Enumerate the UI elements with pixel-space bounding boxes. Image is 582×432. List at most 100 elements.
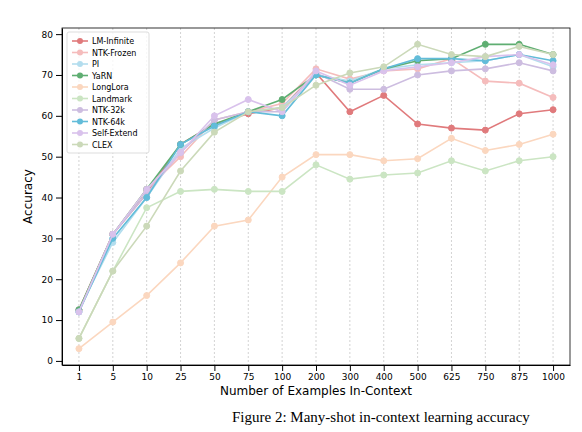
series-marker bbox=[313, 68, 319, 74]
legend-marker bbox=[77, 119, 83, 125]
x-tick-mark bbox=[79, 365, 80, 371]
x-tick-label: 500 bbox=[410, 372, 427, 382]
grid bbox=[79, 28, 553, 365]
series-marker bbox=[178, 141, 184, 147]
caption: Figure 2: Many-shot in-context learning … bbox=[232, 409, 530, 425]
series-marker bbox=[482, 78, 488, 84]
series-marker bbox=[110, 268, 116, 274]
series-marker bbox=[516, 52, 522, 58]
series-marker bbox=[550, 154, 556, 160]
x-tick-mark bbox=[451, 365, 452, 371]
legend-marker bbox=[77, 38, 83, 44]
y-tick-label: 0 bbox=[47, 356, 53, 366]
series-marker bbox=[415, 41, 421, 47]
y-tick: 70 bbox=[42, 70, 62, 80]
series-marker bbox=[415, 170, 421, 176]
x-tick-label: 25 bbox=[175, 372, 186, 382]
y-tick: 0 bbox=[47, 356, 62, 366]
series-marker bbox=[279, 96, 285, 102]
legend-marker bbox=[77, 96, 83, 102]
y-tick-mark bbox=[56, 238, 62, 239]
legend: LM-InfiniteNTK-FrozenPIYaRNLongLoraLandm… bbox=[67, 32, 149, 153]
x-tick-label: 750 bbox=[477, 372, 494, 382]
x-tick: 1 bbox=[77, 365, 83, 382]
series-marker bbox=[245, 109, 251, 115]
series-marker bbox=[76, 309, 82, 315]
x-tick: 300 bbox=[342, 365, 359, 382]
x-tick-mark bbox=[553, 365, 554, 371]
y-tick-label: 20 bbox=[42, 275, 54, 285]
series-marker bbox=[516, 111, 522, 117]
x-tick-label: 200 bbox=[308, 372, 325, 382]
series-line bbox=[79, 55, 553, 310]
x-tick: 75 bbox=[243, 365, 254, 382]
legend-marker bbox=[77, 107, 83, 113]
x-tick: 5 bbox=[110, 365, 116, 382]
y-tick-mark bbox=[56, 279, 62, 280]
x-tick: 200 bbox=[308, 365, 325, 382]
series-marker bbox=[245, 96, 251, 102]
legend-marker bbox=[77, 73, 83, 79]
series-marker bbox=[482, 127, 488, 133]
series-marker bbox=[550, 131, 556, 137]
series-marker bbox=[448, 52, 454, 58]
series-marker bbox=[448, 68, 454, 74]
series-marker bbox=[347, 109, 353, 115]
x-tick-mark bbox=[519, 365, 520, 371]
x-tick-mark bbox=[418, 365, 419, 371]
x-tick: 25 bbox=[175, 365, 186, 382]
series-marker bbox=[178, 150, 184, 156]
series-marker bbox=[347, 70, 353, 76]
series-marker bbox=[448, 125, 454, 131]
legend-label: NTK-Frozen bbox=[92, 49, 136, 58]
x-tick: 875 bbox=[511, 365, 528, 382]
series-marker bbox=[415, 121, 421, 127]
x-tick: 750 bbox=[477, 365, 494, 382]
y-tick: 10 bbox=[42, 315, 62, 325]
y-tick-mark bbox=[56, 75, 62, 76]
series-marker bbox=[144, 195, 150, 201]
series-marker bbox=[482, 54, 488, 60]
legend-marker bbox=[77, 50, 83, 56]
x-tick-label: 100 bbox=[274, 372, 291, 382]
y-axis-title: Accuracy bbox=[21, 169, 35, 224]
series-marker bbox=[144, 195, 150, 201]
y-tick: 60 bbox=[42, 111, 62, 121]
grid-line bbox=[282, 28, 283, 365]
y-tick-label: 70 bbox=[42, 70, 54, 80]
series-marker bbox=[211, 186, 217, 192]
series-marker bbox=[76, 309, 82, 315]
x-tick-mark bbox=[350, 365, 351, 371]
x-tick-label: 625 bbox=[443, 372, 460, 382]
series-marker bbox=[178, 150, 184, 156]
series-marker bbox=[550, 94, 556, 100]
y-tick-mark bbox=[56, 34, 62, 35]
series-marker bbox=[381, 158, 387, 164]
legend-label: LongLora bbox=[92, 83, 129, 92]
grid-line bbox=[383, 28, 384, 365]
y-tick-label: 30 bbox=[42, 234, 54, 244]
series-marker bbox=[313, 82, 319, 88]
series-marker bbox=[211, 123, 217, 129]
series-marker bbox=[110, 231, 116, 237]
x-tick-mark bbox=[384, 365, 385, 371]
series-marker bbox=[110, 231, 116, 237]
x-tick-label: 400 bbox=[376, 372, 393, 382]
legend-label: Self-Extend bbox=[92, 129, 137, 138]
legend-label: NTK-64k bbox=[92, 118, 125, 127]
x-tick-label: 50 bbox=[209, 372, 221, 382]
series-line bbox=[79, 55, 553, 312]
series-marker bbox=[178, 141, 184, 147]
x-tick-mark bbox=[147, 365, 148, 371]
series-marker bbox=[245, 109, 251, 115]
series-marker bbox=[110, 319, 116, 325]
series-marker bbox=[178, 168, 184, 174]
y-tick-mark bbox=[56, 198, 62, 199]
series-line bbox=[79, 44, 553, 338]
legend-marker bbox=[77, 84, 83, 90]
series-marker bbox=[415, 72, 421, 78]
legend-label: PI bbox=[92, 60, 99, 69]
y-tick-mark bbox=[56, 320, 62, 321]
legend-label: YaRN bbox=[91, 72, 112, 81]
grid-line bbox=[248, 28, 249, 365]
